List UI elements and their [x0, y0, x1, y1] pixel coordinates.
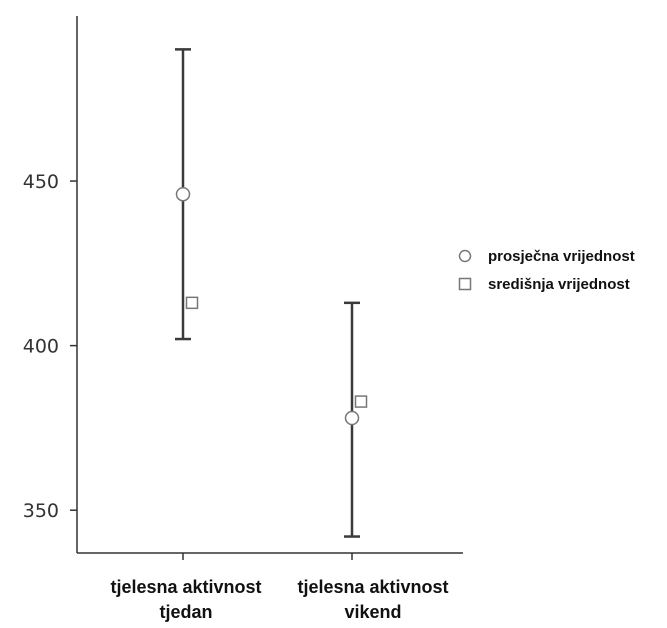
- x-axis-ticks: [182, 553, 353, 560]
- x-axis-category-labels: tjelesna aktivnost tjedan tjelesna aktiv…: [110, 577, 448, 622]
- y-tick-label-2: 450: [23, 171, 59, 193]
- legend-square-marker: [458, 277, 472, 291]
- error-bars: [175, 48, 360, 538]
- mean-point-1: [344, 410, 360, 426]
- legend-label-median: središnja vrijednost: [488, 276, 630, 293]
- median-point-0: [185, 296, 199, 310]
- category-label-1-line-1: vikend: [344, 602, 401, 622]
- axes: [76, 16, 463, 554]
- category-label-0-line-0: tjelesna aktivnost: [110, 577, 261, 597]
- category-label-0-line-1: tjedan: [159, 602, 212, 622]
- y-axis-ticks: 350 400 450: [23, 171, 77, 522]
- category-label-1-line-0: tjelesna aktivnost: [297, 577, 448, 597]
- y-tick-label-1: 400: [23, 336, 59, 358]
- legend-circle-marker: [458, 249, 472, 263]
- legend: prosječna vrijednost središnja vrijednos…: [458, 248, 635, 293]
- data-markers: [175, 186, 368, 426]
- legend-label-mean: prosječna vrijednost: [488, 248, 635, 265]
- y-tick-label-0: 350: [23, 500, 59, 522]
- mean-point-0: [175, 186, 191, 202]
- median-point-1: [354, 395, 368, 408]
